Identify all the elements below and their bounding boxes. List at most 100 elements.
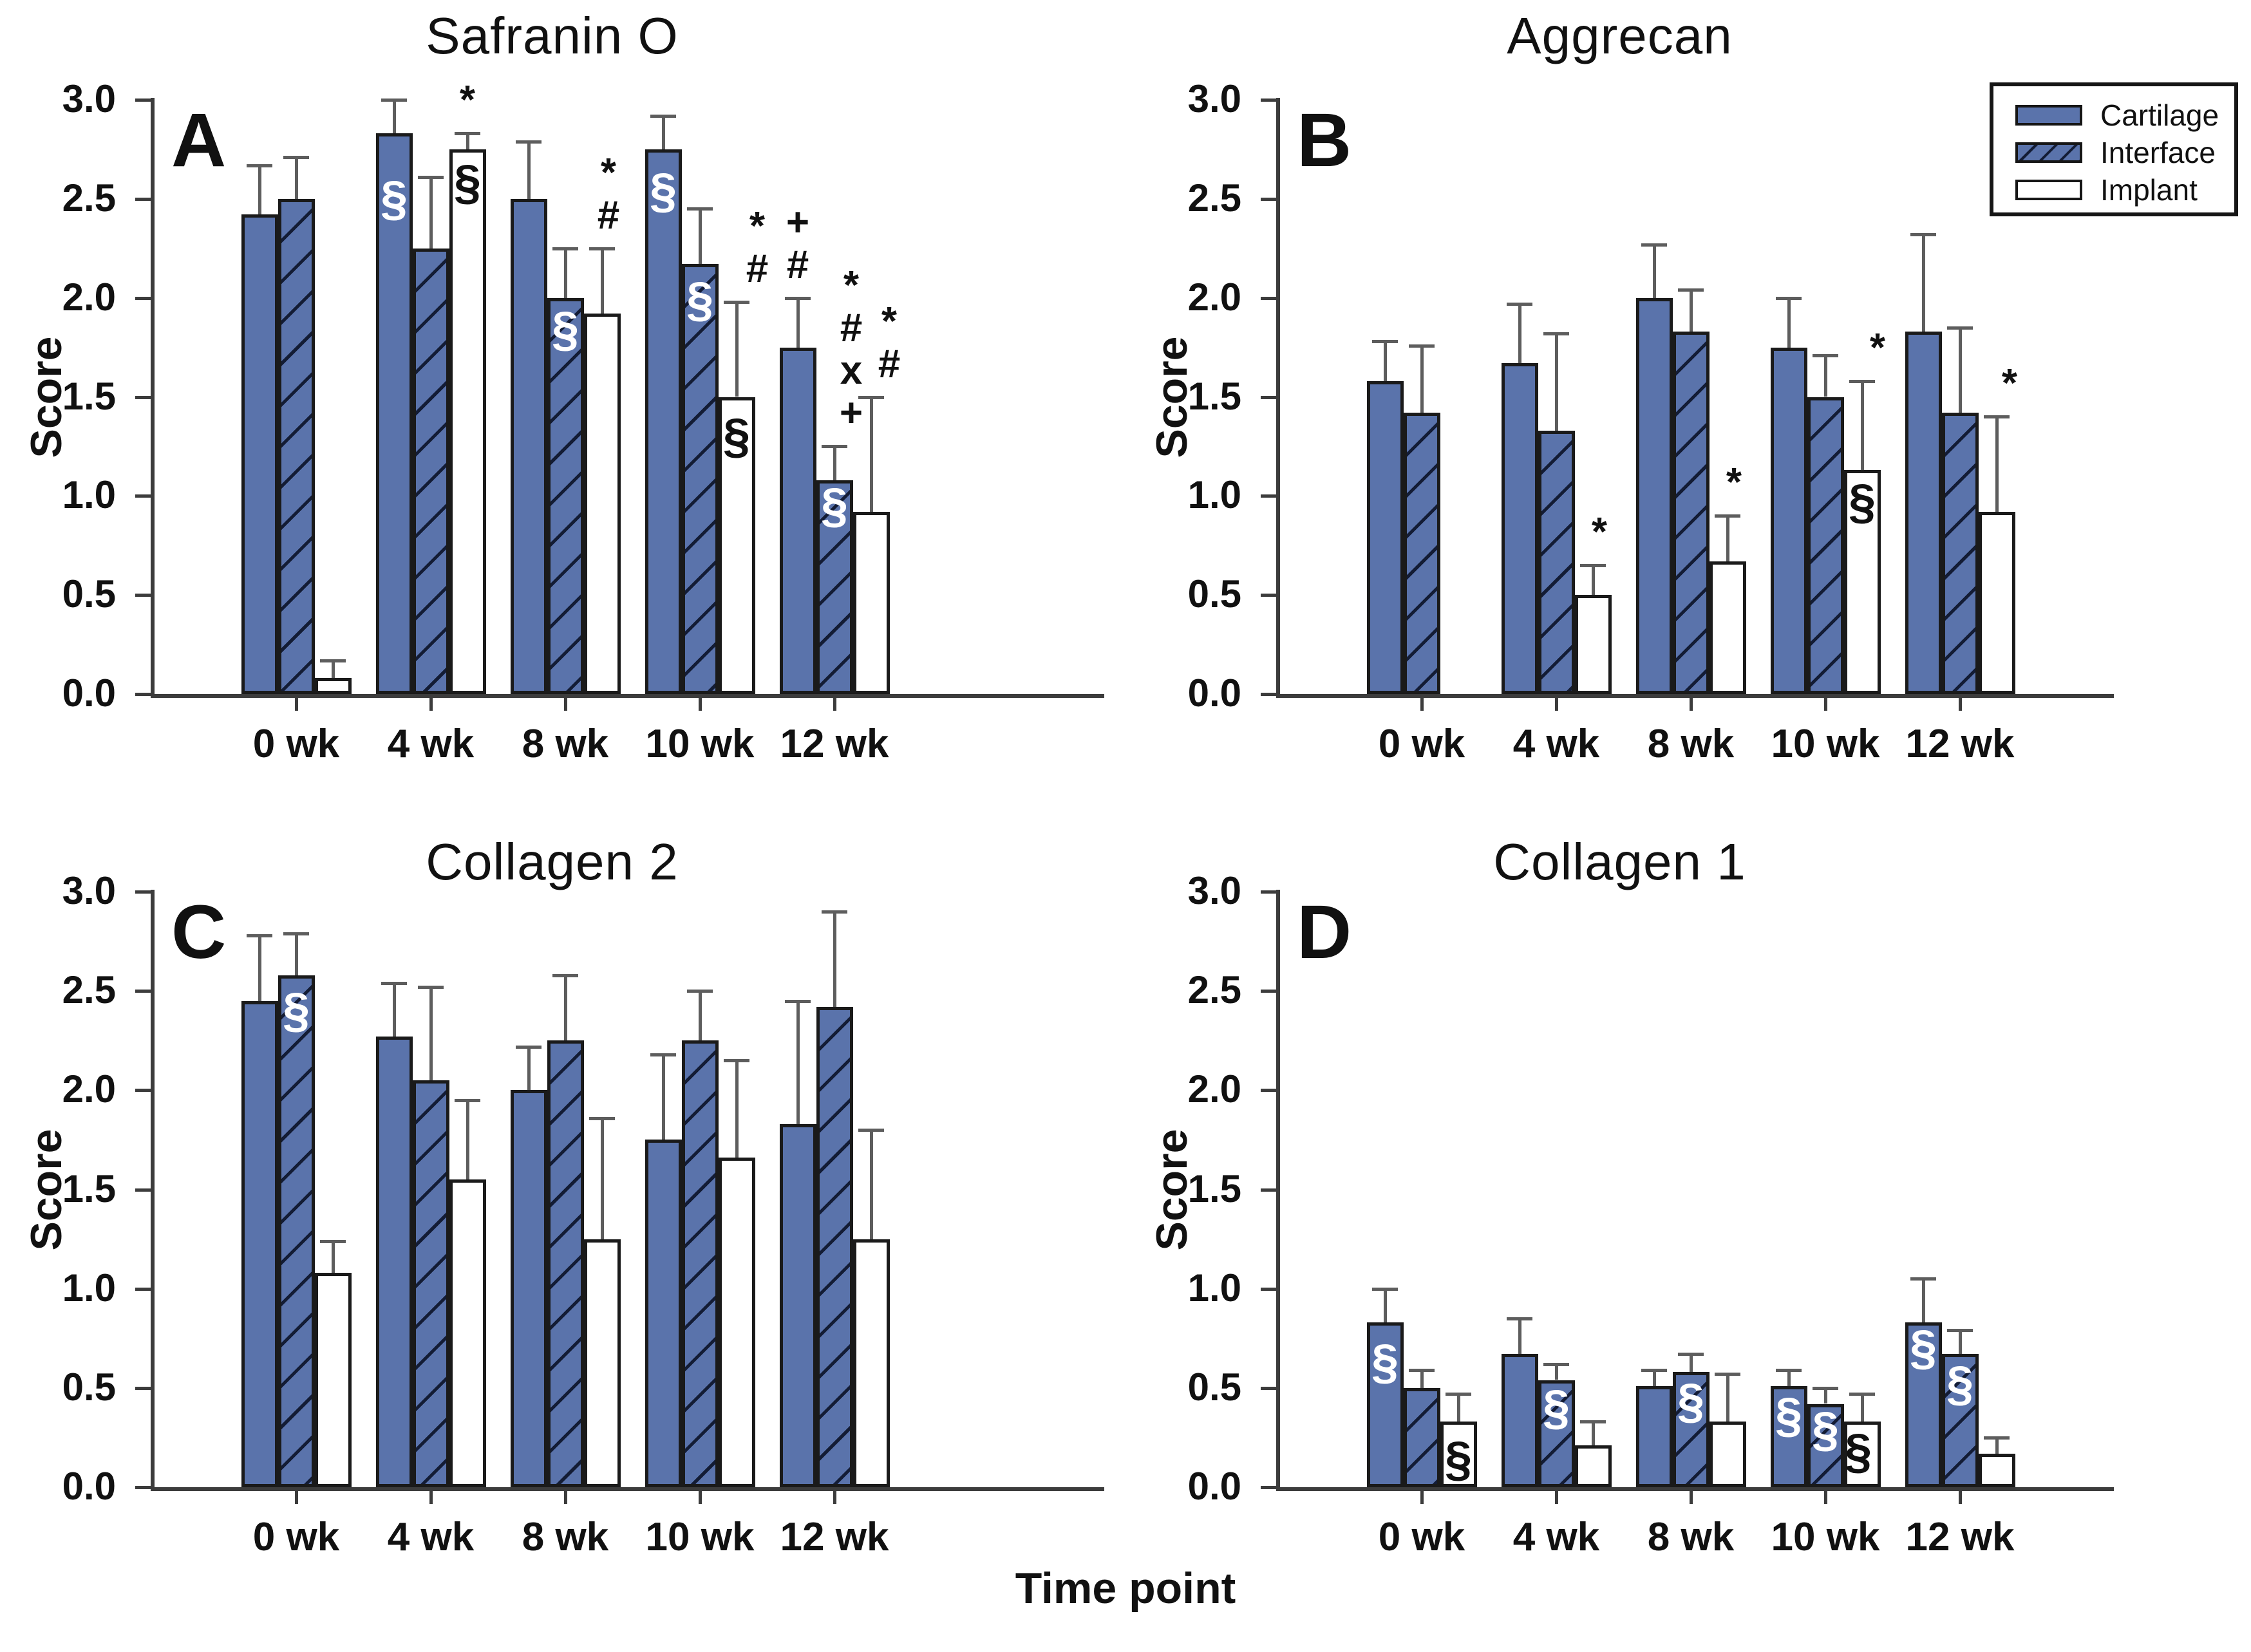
significance-on-bar-implant: § <box>1444 1431 1473 1487</box>
error-bar-stem <box>833 446 836 480</box>
bar-implant-8wk <box>1709 1422 1746 1487</box>
x-tick <box>1690 698 1693 711</box>
x-tick-label: 8 wk <box>522 1515 609 1559</box>
bar-implant-8wk <box>583 314 621 694</box>
error-bar-cap <box>1409 1369 1435 1373</box>
x-tick <box>699 1491 702 1504</box>
y-tick-label: 2.0 <box>62 275 116 319</box>
significance-symbol: # <box>746 246 769 291</box>
error-bar-cap <box>1947 326 1973 330</box>
bar-implant-12wk <box>1978 511 2015 694</box>
error-bar-cap <box>1678 1353 1704 1356</box>
y-tick <box>1261 296 1276 300</box>
y-tick <box>1261 594 1276 597</box>
error-bar-cap <box>822 910 847 914</box>
y-tick <box>1261 1287 1276 1291</box>
bar-interface-10wk <box>681 1040 719 1487</box>
error-bar-stem <box>1921 234 1925 332</box>
error-bar-stem <box>1995 417 1999 512</box>
significance-stack-implant: * <box>1561 511 1638 554</box>
y-tick <box>135 197 151 201</box>
error-bar-cap <box>381 981 407 985</box>
error-bar-cap <box>516 1045 542 1049</box>
bar-interface-4wk <box>412 248 449 694</box>
x-tick-label: 0 wk <box>1378 722 1465 766</box>
error-bar-stem <box>1860 1394 1864 1422</box>
y-tick <box>135 1089 151 1093</box>
y-tick <box>135 990 151 993</box>
x-tick-label: 12 wk <box>1905 1515 2015 1559</box>
error-bar-cap <box>283 932 309 935</box>
y-tick <box>1261 1089 1276 1093</box>
error-bar-stem <box>1689 290 1693 332</box>
y-tick <box>135 494 151 498</box>
legend: Cartilage Interface Implant <box>1990 82 2238 216</box>
y-tick <box>1261 1486 1276 1489</box>
legend-item-interface: Interface <box>2015 138 2216 167</box>
hatched-bar-swatch <box>2015 142 2082 163</box>
bar-implant-10wk <box>1843 1422 1881 1487</box>
error-bar-cap <box>1372 340 1398 344</box>
bar-interface-0wk <box>1403 1387 1440 1487</box>
error-bar-stem <box>392 982 396 1037</box>
error-bar-stem <box>1518 1318 1521 1355</box>
error-bar-cap <box>1641 243 1667 247</box>
error-bar-stem <box>1958 327 1962 413</box>
y-tick <box>1261 1188 1276 1192</box>
error-bar-stem <box>735 1060 739 1158</box>
error-bar-cap <box>320 1239 346 1243</box>
x-tick <box>429 1491 433 1504</box>
significance-on-bar-cartilage: § <box>1775 1388 1803 1443</box>
x-tick <box>699 698 702 711</box>
bar-implant-4wk <box>449 149 486 694</box>
error-bar-cap <box>1776 296 1802 300</box>
y-tick <box>1261 693 1276 696</box>
y-tick <box>135 1486 151 1489</box>
significance-stack-cartilage: + # <box>759 201 836 286</box>
bar-interface-8wk <box>1672 331 1709 694</box>
bar-implant-0wk <box>1440 1422 1477 1487</box>
significance-on-bar-cartilage: § <box>380 171 408 226</box>
significance-symbol: * <box>1869 325 1886 370</box>
bar-cartilage-12wk <box>1905 1322 1942 1487</box>
error-bar-cap <box>1849 1393 1875 1396</box>
y-tick <box>1261 197 1276 201</box>
bar-implant-12wk <box>852 1239 890 1487</box>
error-bar-stem <box>600 248 604 314</box>
significance-on-bar-implant: § <box>722 409 751 464</box>
x-tick <box>1555 1491 1558 1504</box>
y-tick-label: 1.5 <box>1187 1167 1241 1210</box>
error-bar-stem <box>869 397 873 512</box>
error-bar-stem <box>661 115 665 149</box>
error-bar-stem <box>258 165 261 215</box>
panel-letter-c: C <box>171 890 227 975</box>
error-bar-cap <box>516 140 542 144</box>
y-axis-line <box>151 890 155 1491</box>
error-bar-stem <box>563 975 567 1041</box>
error-bar-stem <box>466 1100 469 1180</box>
error-bar-stem <box>1420 345 1424 413</box>
error-bar-cap <box>589 1116 615 1120</box>
y-tick-label: 0.0 <box>1187 671 1241 715</box>
x-tick-label: 8 wk <box>1647 722 1735 766</box>
bar-cartilage-10wk <box>1770 1385 1807 1487</box>
error-bar-stem <box>466 133 469 149</box>
error-bar-stem <box>1726 516 1729 561</box>
panel-letter-b: B <box>1297 98 1352 183</box>
bar-interface-0wk <box>278 198 315 694</box>
error-bar-stem <box>563 248 567 298</box>
error-bar-cap <box>650 1053 676 1056</box>
x-tick-label: 4 wk <box>1512 722 1600 766</box>
error-bar-stem <box>661 1054 665 1140</box>
bar-implant-12wk <box>852 511 890 694</box>
bar-interface-8wk <box>547 1040 584 1487</box>
y-tick-label: 3.0 <box>1187 869 1241 912</box>
bar-cartilage-12wk <box>1905 331 1942 694</box>
error-bar-cap <box>650 114 676 118</box>
significance-symbol: * <box>1726 460 1742 505</box>
x-tick <box>1959 698 1962 711</box>
error-bar-cap <box>724 1059 749 1063</box>
legend-label: Cartilage <box>2100 99 2219 132</box>
y-tick <box>1261 395 1276 399</box>
